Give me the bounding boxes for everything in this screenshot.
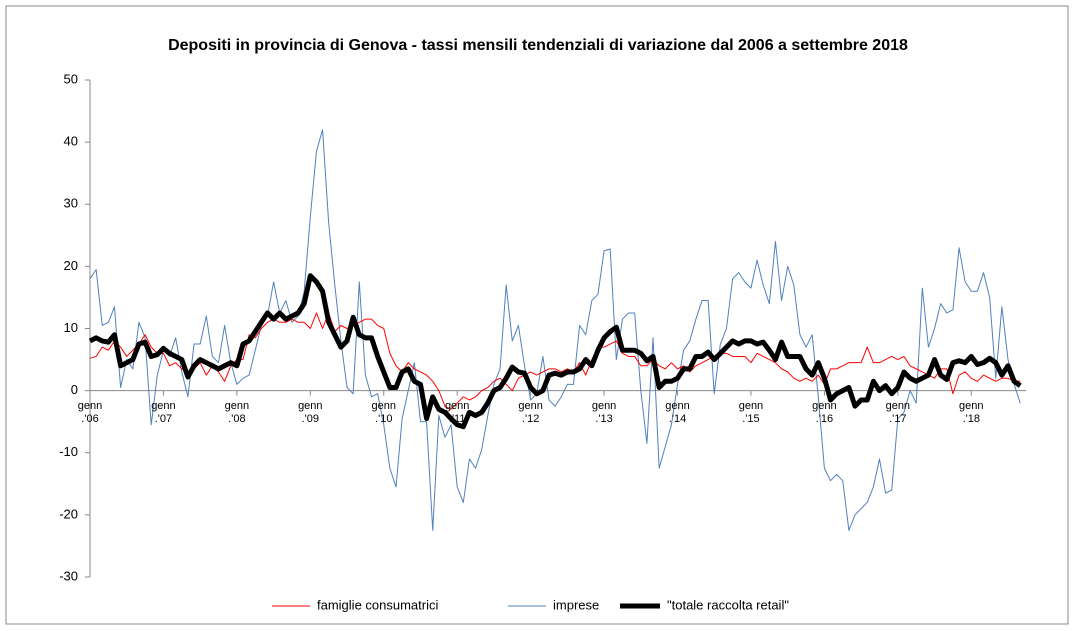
legend-label: imprese <box>553 597 599 612</box>
x-tick-label: genn .'11 <box>444 399 470 425</box>
y-tick-label: 10 <box>64 320 78 335</box>
y-tick-label: -20 <box>59 506 78 521</box>
x-tick-label: genn .'18 <box>959 399 984 425</box>
x-tick-label: genn .'06 <box>77 399 103 425</box>
y-tick-label: -30 <box>59 568 78 583</box>
chart-frame <box>5 5 1069 625</box>
x-tick-label: genn .'16 <box>812 399 837 425</box>
y-tick-label: 50 <box>64 71 78 86</box>
y-tick-label: 20 <box>64 258 78 273</box>
x-tick-label: genn .'13 <box>591 399 617 425</box>
x-tick-label: genn .'10 <box>371 399 396 425</box>
line-series <box>88 273 1022 430</box>
x-tick-label: genn .'07 <box>151 399 176 425</box>
chart-title: Depositi in provincia di Genova - tassi … <box>168 37 908 54</box>
x-tick-label: genn .'09 <box>298 399 323 425</box>
line-series <box>89 129 1021 531</box>
y-tick-label: 0 <box>71 382 78 397</box>
x-tick-label: genn .'14 <box>665 399 690 425</box>
x-tick-label: genn .'08 <box>224 399 250 425</box>
x-tick-label: genn .'17 <box>885 399 911 425</box>
x-tick-label: genn .'12 <box>518 399 543 425</box>
legend-label: famiglie consumatrici <box>317 597 438 612</box>
y-tick-label: 30 <box>64 196 78 211</box>
line-series <box>89 312 1021 410</box>
y-tick-label: 40 <box>64 134 78 149</box>
y-tick-label: -10 <box>59 444 78 459</box>
x-tick-label: genn .'15 <box>738 399 764 425</box>
legend-label: "totale raccolta retail" <box>667 597 789 612</box>
